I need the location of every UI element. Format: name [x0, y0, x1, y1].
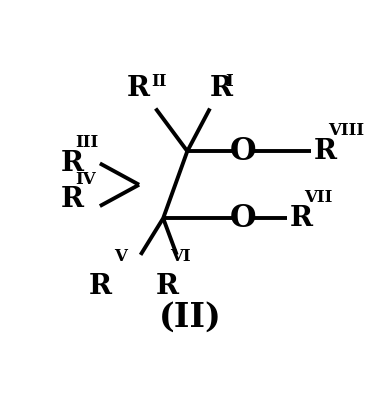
Text: IV: IV [75, 171, 96, 188]
Text: O: O [230, 203, 256, 234]
Text: VI: VI [170, 248, 191, 265]
Text: R: R [314, 138, 337, 165]
Text: R: R [61, 150, 84, 177]
Text: V: V [114, 248, 126, 265]
Text: VII: VII [304, 189, 333, 206]
Text: (II): (II) [159, 301, 222, 334]
Text: R: R [210, 75, 233, 103]
Text: R: R [290, 205, 313, 232]
Text: R: R [89, 273, 112, 300]
Text: I: I [225, 73, 233, 90]
Text: R: R [156, 273, 179, 300]
Text: R: R [126, 75, 150, 103]
Text: O: O [230, 136, 256, 167]
Text: III: III [75, 134, 98, 151]
Text: II: II [151, 73, 167, 90]
Text: R: R [61, 187, 84, 213]
Text: VIII: VIII [328, 122, 364, 139]
